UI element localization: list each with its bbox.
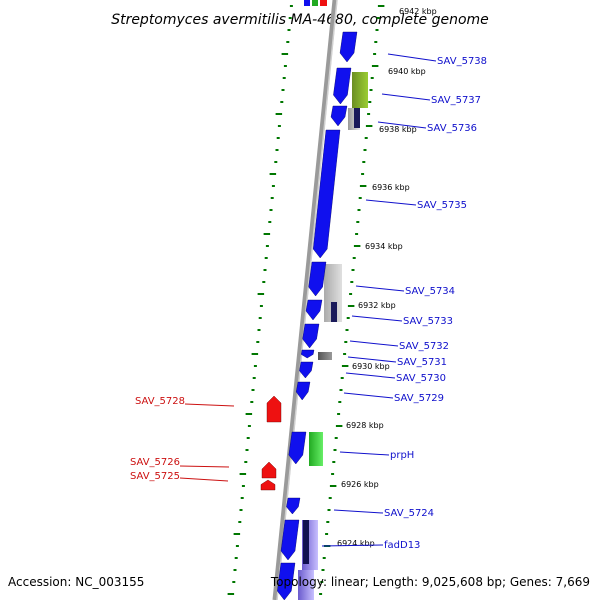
ruler-label: 6926 kbp xyxy=(341,480,379,489)
forward-gene-arrow xyxy=(288,431,307,465)
gene-labels: SAV_5738 SAV_5737 SAV_5736 SAV_5735 SAV_5734… xyxy=(130,53,487,551)
gene-label-sav_5732: SAV_5732 xyxy=(399,341,449,352)
gene-label-sav_5735: SAV_5735 xyxy=(417,200,467,211)
ruler-label: 6936 kbp xyxy=(372,183,410,192)
gene-label-sav_5738: SAV_5738 xyxy=(437,56,487,67)
genome-title: Streptomyces avermitilis MA-4680, comple… xyxy=(111,12,489,28)
forward-gene-arrow xyxy=(305,299,323,321)
feature-box xyxy=(312,0,318,6)
gene-leader-line xyxy=(345,372,396,379)
forward-gene-arrow xyxy=(277,562,296,600)
feature-box xyxy=(318,352,332,360)
gene-leader-line xyxy=(184,403,235,407)
gene-leader-line xyxy=(321,544,384,547)
feature-box xyxy=(324,264,342,322)
gene-label-sav_5736: SAV_5736 xyxy=(427,123,477,134)
gene-label-sav_5728: SAV_5728 xyxy=(135,396,185,407)
feature-boxes xyxy=(298,72,368,600)
feature-box xyxy=(354,108,360,128)
ruler-label: 6940 kbp xyxy=(388,67,426,76)
gene-label-sav_5724: SAV_5724 xyxy=(384,508,434,519)
gene-label-sav_5729: SAV_5729 xyxy=(394,393,444,404)
forward-gene-arrow xyxy=(286,497,301,515)
gene-leader-line xyxy=(343,392,394,399)
gene-label-sav_5737: SAV_5737 xyxy=(431,95,481,106)
gene-arrows xyxy=(260,0,358,600)
gene-label-sav_5731: SAV_5731 xyxy=(397,357,447,368)
gene-leader-line xyxy=(179,477,229,482)
gene-leader-line xyxy=(339,451,390,456)
forward-gene-arrow xyxy=(312,129,341,259)
reverse-ruler xyxy=(227,5,293,595)
ruler-label: 6934 kbp xyxy=(365,242,403,251)
ruler-label: 6928 kbp xyxy=(346,421,384,430)
gene-leader-line xyxy=(377,121,427,129)
forward-gene-arrow xyxy=(308,261,327,297)
ruler-label: 6924 kbp xyxy=(337,539,375,548)
gene-label-sav_5734: SAV_5734 xyxy=(405,286,455,297)
accession-label: Accession: NC_003155 xyxy=(8,575,144,589)
gene-label-sav_5726: SAV_5726 xyxy=(130,457,180,468)
strand-axis-highlight xyxy=(276,0,338,600)
ruler-label: 6930 kbp xyxy=(352,362,390,371)
strand-axis xyxy=(272,0,338,600)
gene-label-sav_5730: SAV_5730 xyxy=(396,373,446,384)
reverse-gene-arrow xyxy=(261,461,277,479)
gene-leader-line xyxy=(179,465,230,468)
feature-box xyxy=(303,520,309,564)
forward-gene-arrow xyxy=(302,323,320,349)
forward-ruler xyxy=(319,5,385,595)
feature-box xyxy=(352,72,368,108)
gene-leader-line xyxy=(351,315,403,322)
gene-leader-line xyxy=(349,340,399,347)
reverse-gene-arrow xyxy=(266,395,282,423)
forward-gene-arrow xyxy=(304,0,310,6)
ruler-labels: 6942 kbp 6940 kbp 6938 kbp 6936 kbp 6934 kbp… xyxy=(337,7,437,548)
forward-gene-arrow xyxy=(280,519,300,561)
gene-label-prph: prpH xyxy=(390,450,414,461)
forward-gene-arrow xyxy=(330,105,348,127)
ruler-label: 6942 kbp xyxy=(399,7,437,16)
gene-label-sav_5725: SAV_5725 xyxy=(130,471,180,482)
forward-gene-arrow xyxy=(339,31,358,63)
feature-box xyxy=(331,302,337,322)
genome-summary: Topology: linear; Length: 9,025,608 bp; … xyxy=(270,575,590,589)
gene-leader-line xyxy=(333,509,384,514)
gene-label-fadd13: fadD13 xyxy=(384,540,420,551)
gene-leader-line xyxy=(365,199,417,206)
gene-leader-line xyxy=(355,285,405,292)
forward-gene-arrow xyxy=(333,67,352,105)
feature-box xyxy=(309,432,323,466)
reverse-gene-arrow xyxy=(260,479,276,491)
gene-leader-line xyxy=(381,93,431,101)
ruler-label: 6932 kbp xyxy=(358,301,396,310)
feature-box xyxy=(298,570,314,600)
gene-leader-line xyxy=(387,53,437,62)
gene-leader-line xyxy=(347,356,397,363)
forward-gene-arrow xyxy=(295,381,311,401)
gene-label-sav_5733: SAV_5733 xyxy=(403,316,453,327)
ruler-label: 6938 kbp xyxy=(379,125,417,134)
reverse-gene-arrow xyxy=(320,0,327,6)
forward-gene-arrow xyxy=(299,361,314,379)
forward-gene-arrow xyxy=(300,349,315,359)
